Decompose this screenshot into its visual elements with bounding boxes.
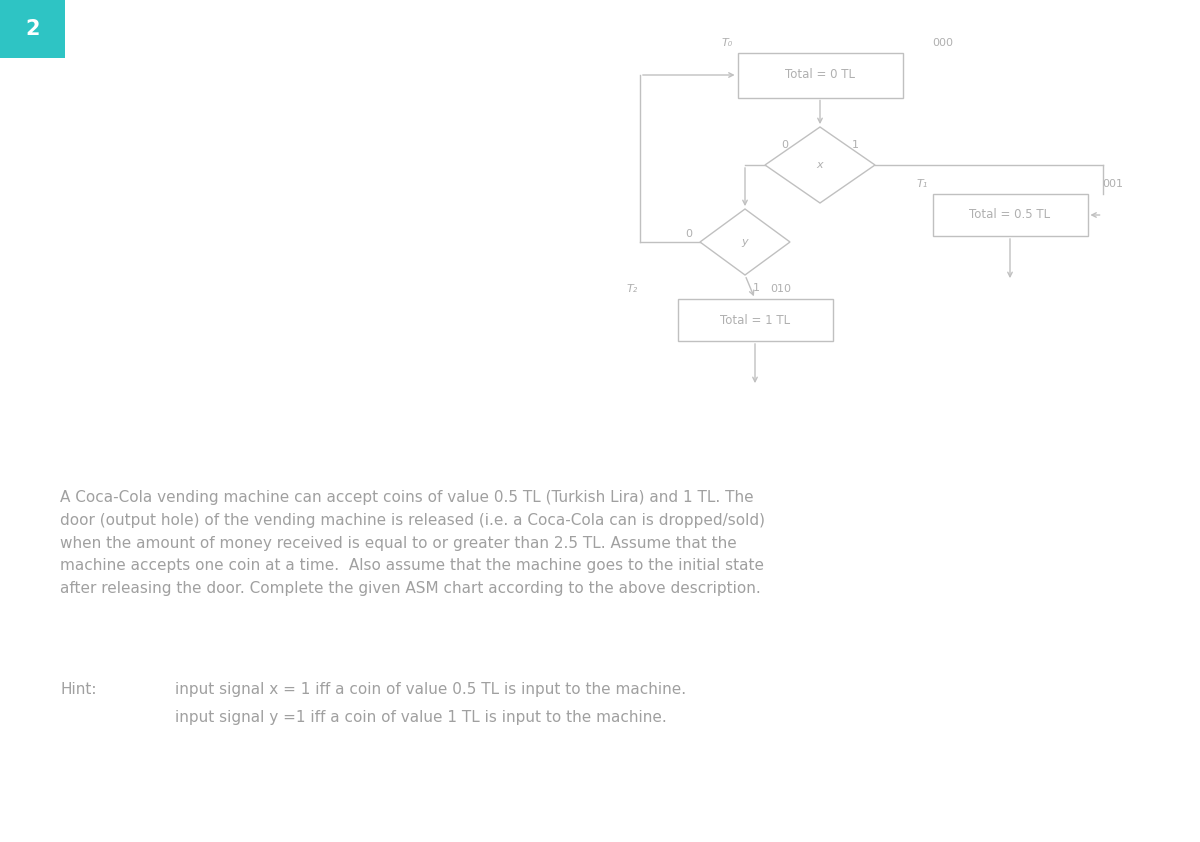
Text: Hint:: Hint: xyxy=(60,682,96,697)
Bar xyxy=(932,194,1087,236)
Text: 2: 2 xyxy=(25,19,40,39)
Text: 000: 000 xyxy=(932,38,954,47)
Text: 010: 010 xyxy=(770,284,791,294)
Text: Total = 0 TL: Total = 0 TL xyxy=(785,68,854,82)
Text: Total = 1 TL: Total = 1 TL xyxy=(720,313,790,327)
Text: Total = 0.5 TL: Total = 0.5 TL xyxy=(970,209,1050,221)
Text: x: x xyxy=(817,160,823,170)
Text: 1: 1 xyxy=(754,283,760,293)
Polygon shape xyxy=(766,127,875,203)
Text: T₂: T₂ xyxy=(626,284,637,294)
Text: 0: 0 xyxy=(685,229,692,239)
Text: A Coca-Cola vending machine can accept coins of value 0.5 TL (Turkish Lira) and : A Coca-Cola vending machine can accept c… xyxy=(60,490,766,596)
Text: input signal y =1 iff a coin of value 1 TL is input to the machine.: input signal y =1 iff a coin of value 1 … xyxy=(175,710,667,725)
Polygon shape xyxy=(700,209,790,275)
Text: T₀: T₀ xyxy=(721,38,732,47)
Text: y: y xyxy=(742,237,749,247)
Bar xyxy=(0,0,65,58)
Text: 001: 001 xyxy=(1103,179,1123,189)
Bar xyxy=(738,52,902,98)
Bar xyxy=(678,299,833,341)
Text: T₁: T₁ xyxy=(917,179,928,189)
Text: 1: 1 xyxy=(852,140,858,150)
Text: 0: 0 xyxy=(781,140,788,150)
Text: input signal x = 1 iff a coin of value 0.5 TL is input to the machine.: input signal x = 1 iff a coin of value 0… xyxy=(175,682,686,697)
